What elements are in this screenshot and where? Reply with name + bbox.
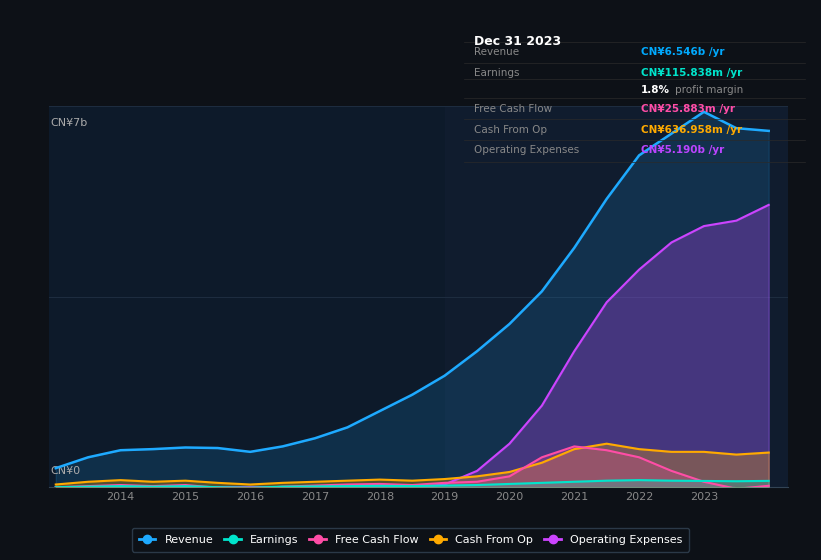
Text: Earnings: Earnings xyxy=(474,68,520,78)
Text: CN¥25.883m /yr: CN¥25.883m /yr xyxy=(641,104,735,114)
Text: profit margin: profit margin xyxy=(675,85,743,95)
Text: Operating Expenses: Operating Expenses xyxy=(474,146,580,155)
Legend: Revenue, Earnings, Free Cash Flow, Cash From Op, Operating Expenses: Revenue, Earnings, Free Cash Flow, Cash … xyxy=(132,528,689,552)
Text: CN¥7b: CN¥7b xyxy=(50,118,87,128)
Text: Cash From Op: Cash From Op xyxy=(474,124,547,134)
Text: CN¥6.546b /yr: CN¥6.546b /yr xyxy=(641,48,725,58)
Bar xyxy=(445,106,788,487)
Text: CN¥115.838m /yr: CN¥115.838m /yr xyxy=(641,68,742,78)
Text: 1.8%: 1.8% xyxy=(641,85,670,95)
Text: CN¥5.190b /yr: CN¥5.190b /yr xyxy=(641,146,724,155)
Text: Free Cash Flow: Free Cash Flow xyxy=(474,104,553,114)
Text: CN¥636.958m /yr: CN¥636.958m /yr xyxy=(641,124,742,134)
Text: Dec 31 2023: Dec 31 2023 xyxy=(474,35,562,48)
Text: CN¥0: CN¥0 xyxy=(50,466,80,476)
Text: Revenue: Revenue xyxy=(474,48,519,58)
